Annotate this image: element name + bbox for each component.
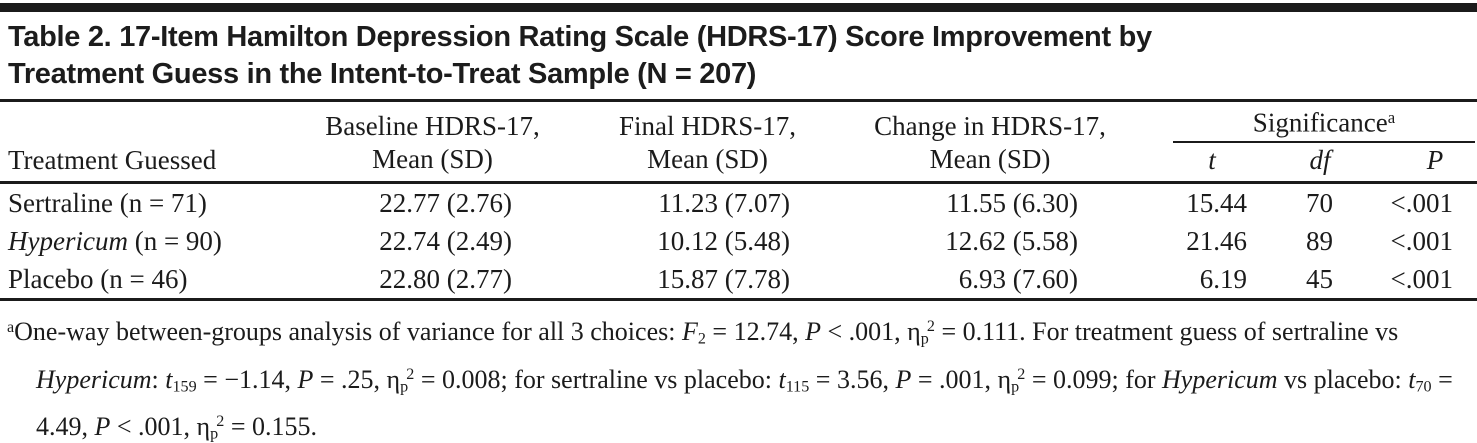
footnote-segment: p xyxy=(210,425,219,443)
footnote-segment: 159 xyxy=(172,378,197,396)
column-header-treatment-guessed: Treatment Guessed xyxy=(8,145,217,176)
df-value: 70 xyxy=(1306,188,1333,219)
footnote-segment: = 4.49, xyxy=(36,364,1453,441)
footnote-segment: t xyxy=(778,364,786,394)
t-value: 15.44 xyxy=(1186,188,1247,219)
p-value: <.001 xyxy=(1390,188,1453,219)
p-value: <.001 xyxy=(1390,264,1453,295)
hdrs-table: Treatment Guessed Baseline HDRS-17, Mean… xyxy=(0,102,1477,301)
df-value: 45 xyxy=(1306,264,1333,295)
footnote-segment: P xyxy=(297,364,314,394)
change-value: 6.93 (7.60) xyxy=(958,264,1078,295)
footnote-segment: = 0.099; for xyxy=(1025,364,1163,394)
column-header-baseline-line2: Mean (SD) xyxy=(372,144,493,175)
top-bar xyxy=(0,3,1477,12)
treatment-name: Sertraline xyxy=(8,188,113,219)
change-value: 12.62 (5.58) xyxy=(945,226,1078,257)
p-value: <.001 xyxy=(1390,226,1453,257)
baseline-value: 22.77 (2.76) xyxy=(379,188,512,219)
column-header-final: Final HDRS-17, Mean (SD) xyxy=(570,102,845,183)
table-row-sertraline: Sertraline (n = 71) 22.77 (2.76) 11.23 (… xyxy=(0,183,1477,223)
t-label: t xyxy=(1208,145,1216,176)
footnote-segment: = 0.008; for sertraline vs placebo: xyxy=(414,364,779,394)
footnote-marker: a xyxy=(7,319,15,337)
sample-size: (n = 46) xyxy=(93,264,188,295)
footnote-segment: vs placebo: xyxy=(1277,364,1409,394)
footnote-segment: t xyxy=(1408,364,1416,394)
footnote-segment: p xyxy=(400,378,409,396)
footnote-segment: 2 xyxy=(216,413,225,431)
footnote-segment: 2 xyxy=(406,365,415,383)
footnote-segment: 2 xyxy=(697,330,706,348)
final-value: 15.87 (7.78) xyxy=(657,264,790,295)
footnote-segment: 2 xyxy=(1017,365,1026,383)
column-header-baseline: Baseline HDRS-17, Mean (SD) xyxy=(295,102,570,183)
table-title-line2: Treatment Guess in the Intent-to-Treat S… xyxy=(8,58,757,90)
column-header-df: df xyxy=(1262,143,1348,183)
df-value: 89 xyxy=(1306,226,1333,257)
row-label: Placebo (n = 46) xyxy=(0,260,295,300)
change-value: 11.55 (6.30) xyxy=(946,188,1078,219)
table-body: Sertraline (n = 71) 22.77 (2.76) 11.23 (… xyxy=(0,183,1477,300)
table-header: Treatment Guessed Baseline HDRS-17, Mean… xyxy=(0,102,1477,183)
column-header-baseline-line1: Baseline HDRS-17, xyxy=(325,111,540,142)
column-header-t: t xyxy=(1135,143,1262,183)
title-rule xyxy=(0,99,1477,102)
footnote-segment: = 12.74, xyxy=(705,317,806,347)
footnote-segment: < .001, η xyxy=(110,412,211,441)
sample-size: (n = 71) xyxy=(112,188,207,219)
footnote-segment: P xyxy=(94,412,111,441)
df-label: df xyxy=(1309,145,1331,176)
table-row-hypericum: Hypericum (n = 90) 22.74 (2.49) 10.12 (5… xyxy=(0,222,1477,260)
footnote-segment: = 3.56, xyxy=(809,364,896,394)
treatment-name: Hypericum xyxy=(8,226,128,257)
footnote-segment: 70 xyxy=(1415,378,1432,396)
column-header-change: Change in HDRS-17, Mean (SD) xyxy=(845,102,1135,183)
footnote-segment: < .001, η xyxy=(820,317,921,347)
footnote-segment: Hypericum xyxy=(1162,364,1278,394)
row-label: Hypericum (n = 90) xyxy=(0,222,295,260)
footnote-segment: P xyxy=(805,317,821,347)
footnote-segment: = 0.111. For treatment guess of sertrali… xyxy=(934,317,1399,347)
footnote-segment: P xyxy=(895,364,912,394)
footnote-segment: 115 xyxy=(785,378,810,396)
table-footnote: aOne-way between-groups analysis of vari… xyxy=(0,301,1477,443)
footnote-segment: Hypericum xyxy=(36,364,152,394)
table-title-line1: Table 2. 17-Item Hamilton Depression Rat… xyxy=(8,21,1152,53)
final-value: 11.23 (7.07) xyxy=(658,188,790,219)
footnote-segment: p xyxy=(1011,378,1020,396)
t-value: 6.19 xyxy=(1199,264,1247,295)
final-value: 10.12 (5.48) xyxy=(657,226,790,257)
column-header-change-line2: Mean (SD) xyxy=(929,144,1051,175)
baseline-value: 22.80 (2.77) xyxy=(379,264,512,295)
column-header-p: P xyxy=(1348,143,1477,183)
treatment-name: Placebo xyxy=(8,264,94,295)
column-header-final-line1: Final HDRS-17, xyxy=(618,111,797,142)
p-label: P xyxy=(1426,145,1444,176)
footnote-segment: = −1.14, xyxy=(196,364,298,394)
column-header-final-line2: Mean (SD) xyxy=(647,144,768,175)
footnote-segment: = .25, η xyxy=(313,364,401,394)
column-group-significance: Significancea xyxy=(1135,102,1477,144)
significance-group-label: Significancea xyxy=(1173,102,1475,144)
t-value: 21.46 xyxy=(1186,226,1247,257)
sample-size: (n = 90) xyxy=(127,226,222,257)
footnote-segment: p xyxy=(920,330,929,348)
footnote-segment: t xyxy=(165,364,173,394)
table-title: Table 2. 17-Item Hamilton Depression Rat… xyxy=(0,12,1477,99)
row-label: Sertraline (n = 71) xyxy=(0,183,295,223)
table-row-placebo: Placebo (n = 46) 22.80 (2.77) 15.87 (7.7… xyxy=(0,260,1477,300)
baseline-value: 22.74 (2.49) xyxy=(379,226,512,257)
footnote-segment: 2 xyxy=(926,318,935,336)
column-header-change-line1: Change in HDRS-17, xyxy=(874,111,1106,142)
footnote-segment: = .001, η xyxy=(911,364,1012,394)
significance-footnote-marker: a xyxy=(1387,108,1396,127)
footnote-segment: One-way between-groups analysis of varia… xyxy=(14,317,682,347)
footnote-segment: : xyxy=(151,364,166,394)
footnote-segment: = 0.155. xyxy=(224,412,318,441)
significance-label: Significance xyxy=(1252,107,1388,138)
footnote-segment: F xyxy=(681,317,698,347)
